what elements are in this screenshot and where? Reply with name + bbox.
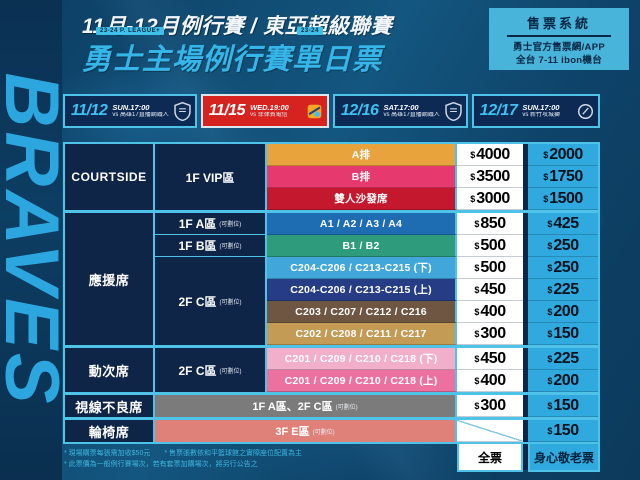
footnote-2: * 售票張數依和平籃球館之實際座位配置為主: [164, 450, 303, 457]
price-concession: $150: [528, 323, 598, 345]
price-concession: $425: [528, 213, 598, 235]
zone-2f-c-move: 2F C區 (可劃位): [155, 348, 267, 392]
category-courtside: COURTSIDE: [65, 144, 155, 210]
column-label-concession-ticket: 身心敬老票: [528, 444, 600, 472]
price-full: $300: [457, 395, 523, 417]
seat-detail: B排: [267, 166, 457, 188]
zone-1f-b: 1F B區 (可劃位): [155, 235, 267, 257]
tnt-logo-icon: [307, 104, 322, 118]
price-not-available-cell: [457, 420, 523, 442]
price-concession: $1750: [528, 166, 598, 188]
price-full: $3500: [457, 166, 523, 188]
seat-detail: C201 / C209 / C210 / C218 (下): [267, 348, 457, 370]
seat-detail: C204-C206 / C213-C215 (上): [267, 279, 457, 301]
game-box-1217: 12/17 SUN.17:00 vs 新竹攻城獅: [471, 94, 600, 128]
seat-detail: B1 / B2: [267, 235, 457, 257]
seat-detail: C201 / C209 / C210 / C218 (上): [267, 370, 457, 392]
game-daytime: SAT.17:00: [383, 102, 419, 112]
game-date: 11/12: [71, 102, 108, 119]
price-full: $450: [457, 348, 523, 370]
side-strip: [0, 0, 62, 480]
game-box-1112: 11/12 SUN.17:00 vs 高雄17直播鋼鐵人: [63, 94, 197, 128]
price-full: $400: [457, 370, 523, 392]
price-full: $400: [457, 301, 523, 323]
easl-badge: 23-24: [297, 27, 323, 35]
ticket-system-title: 售票系統: [526, 16, 591, 31]
page-title: 勇士主場例行賽單日票: [82, 44, 383, 76]
price-concession: $150: [528, 420, 598, 442]
zone-1f-a: 1F A區 (可劃位): [155, 213, 267, 235]
footer-gap: [523, 444, 528, 470]
game-daytime: SUN.17:00: [112, 102, 150, 112]
group-divider: [65, 345, 598, 348]
game-schedule-row: 11/12 SUN.17:00 vs 高雄17直播鋼鐵人 11/15 WED.1…: [63, 94, 600, 128]
price-concession: $200: [528, 301, 598, 323]
price-concession: $225: [528, 348, 598, 370]
game-opponent: vs 菲律賓電信: [250, 111, 288, 118]
price-full: $4000: [457, 144, 523, 166]
price-full: $500: [457, 257, 523, 279]
group-divider: [65, 210, 598, 213]
category-wheelchair: 輪椅席: [65, 420, 155, 442]
game-daytime: SUN.17:00: [522, 102, 560, 112]
footnote-3: * 此票價為一般例行賽場次，若有套票加購場次，將另行公告之: [64, 460, 258, 468]
price-full: $300: [457, 323, 523, 345]
zone-wheelchair: 3F E區 (可劃位): [155, 420, 457, 442]
price-concession: $2000: [528, 144, 598, 166]
price-full: $850: [457, 213, 523, 235]
steelers-logo-icon: [445, 101, 462, 121]
game-opponent: vs 高雄17直播鋼鐵人: [383, 111, 440, 118]
zone-obstructed: 1F A區、2F C區 (可劃位): [155, 395, 457, 417]
price-concession: $200: [528, 370, 598, 392]
game-box-1216: 12/16 SAT.17:00 vs 高雄17直播鋼鐵人: [332, 94, 468, 128]
zone-1f-vip: 1F VIP區: [155, 144, 267, 210]
pleague-badge: 23-24 P. LEAGUE+: [96, 27, 165, 35]
price-concession: $250: [528, 257, 598, 279]
ticket-system-channel-2: 全台 7-11 ibon機台: [515, 55, 603, 67]
zone-2f-c: 2F C區 (可劃位): [155, 257, 267, 345]
ticket-system-channel-1: 勇士官方售票網/APP: [513, 42, 605, 53]
game-date: 11/15: [208, 102, 246, 119]
ticket-system-box: 售票系統 勇士官方售票網/APP 全台 7-11 ibon機台: [489, 8, 629, 70]
price-full: $450: [457, 279, 523, 301]
footnotes: * 現場購票每張需加收$50元 * 售票張數依和平籃球館之實際座位配置為主 * 此…: [64, 449, 454, 470]
price-full: $500: [457, 235, 523, 257]
price-concession: $1500: [528, 188, 598, 210]
seat-detail: A1 / A2 / A3 / A4: [267, 213, 457, 235]
game-box-1115: 11/15 WED.19:00 vs 菲律賓電信: [200, 94, 329, 128]
price-table: COURTSIDE 1F VIP區 A排 $4000 $2000 B排 $350…: [63, 142, 600, 444]
price-full: $3000: [457, 188, 523, 210]
side-brand-text: BRAVES: [0, 72, 74, 408]
price-concession: $225: [528, 279, 598, 301]
seat-detail: C203 / C207 / C212 / C216: [267, 301, 457, 323]
price-concession: $150: [528, 395, 598, 417]
footnote-1: * 現場購票每張需加收$50元: [64, 450, 151, 457]
game-opponent: vs 新竹攻城獅: [522, 111, 561, 118]
game-date: 12/16: [340, 102, 379, 119]
seat-detail: C204-C206 / C213-C215 (下): [267, 257, 457, 279]
group-divider: [65, 392, 598, 395]
seat-detail: C202 / C208 / C211 / C217: [267, 323, 457, 345]
category-move: 動次席: [65, 348, 155, 392]
price-concession: $250: [528, 235, 598, 257]
category-obstructed: 視線不良席: [65, 395, 155, 417]
game-daytime: WED.19:00: [250, 102, 289, 112]
ticket-system-divider: [507, 35, 611, 37]
steelers-logo-icon: [173, 101, 191, 121]
column-label-full-ticket: 全票: [457, 444, 523, 472]
lioneers-logo-icon: [577, 103, 594, 119]
category-cheer: 應援席: [65, 213, 155, 345]
game-date: 12/17: [479, 102, 518, 119]
seat-detail: A排: [267, 144, 457, 166]
group-divider: [65, 417, 598, 420]
seat-detail: 雙人沙發席: [267, 188, 457, 210]
game-opponent: vs 高雄17直播鋼鐵人: [112, 111, 169, 118]
